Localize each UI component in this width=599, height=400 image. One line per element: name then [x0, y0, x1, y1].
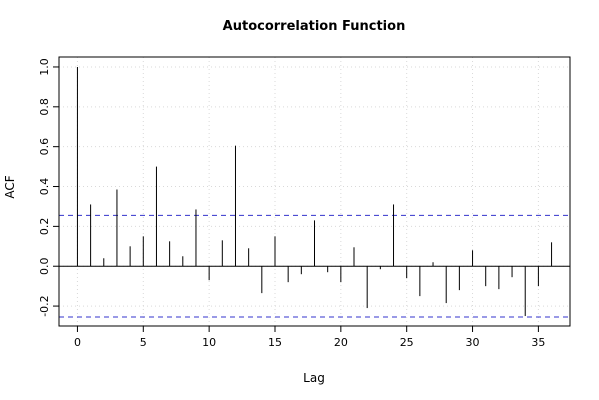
y-tick-label: 0.2 — [38, 218, 51, 236]
chart-title: Autocorrelation Function — [223, 19, 406, 34]
plot-frame — [58, 56, 571, 327]
y-tick-label: -0.2 — [38, 295, 51, 316]
confidence-bounds — [59, 214, 570, 318]
x-tick-label: 10 — [202, 336, 216, 349]
x-tick-label: 25 — [400, 336, 414, 349]
y-tick-label: 0.4 — [38, 178, 51, 196]
x-tick-label: 20 — [334, 336, 348, 349]
y-tick-label: 1.0 — [38, 58, 51, 76]
x-axis-label: Lag — [303, 371, 325, 385]
y-tick-label: 0.8 — [38, 98, 51, 116]
x-tick-label: 15 — [268, 336, 282, 349]
x-tick-label: 5 — [140, 336, 147, 349]
x-tick-label: 0 — [74, 336, 81, 349]
y-tick-label: 0.6 — [38, 138, 51, 156]
y-tick-label: 0.0 — [38, 257, 51, 275]
grid — [59, 57, 570, 326]
y-axis-label: ACF — [3, 175, 17, 198]
x-tick-label: 30 — [466, 336, 480, 349]
acf-bars — [59, 66, 570, 317]
x-tick-label: 35 — [531, 336, 545, 349]
axes: 0 5 10 15 20 25 30 35 -0.2 0.0 0.2 0.4 0.6 0.8 1.0 — [38, 58, 545, 349]
